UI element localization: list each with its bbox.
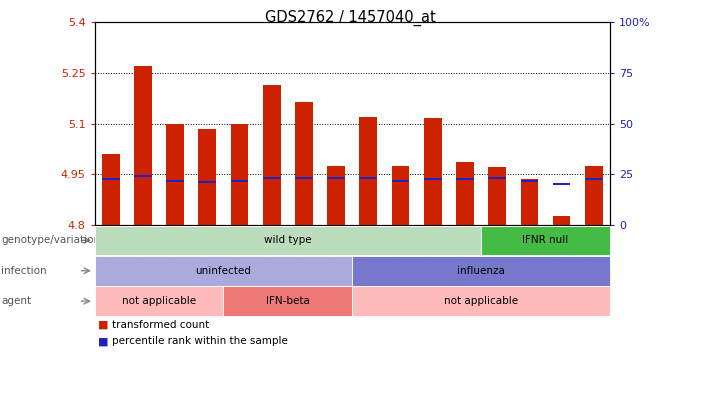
- Bar: [102, 178, 120, 180]
- Bar: [521, 180, 538, 182]
- Bar: [231, 124, 248, 225]
- Text: percentile rank within the sample: percentile rank within the sample: [112, 336, 288, 346]
- Text: ■: ■: [98, 320, 109, 330]
- Bar: [327, 177, 345, 179]
- Text: wild type: wild type: [264, 235, 312, 245]
- Bar: [134, 175, 152, 177]
- Text: agent: agent: [1, 296, 32, 306]
- Text: IFN-beta: IFN-beta: [266, 296, 310, 306]
- Bar: [585, 166, 603, 225]
- Bar: [392, 180, 409, 182]
- Bar: [424, 178, 442, 180]
- Bar: [166, 124, 184, 225]
- Bar: [360, 117, 377, 225]
- Bar: [263, 177, 280, 179]
- Text: ■: ■: [98, 336, 109, 346]
- Bar: [102, 154, 120, 225]
- Bar: [327, 166, 345, 225]
- Bar: [392, 166, 409, 225]
- Bar: [263, 85, 280, 225]
- Bar: [198, 181, 216, 183]
- Bar: [552, 183, 571, 185]
- Text: not applicable: not applicable: [122, 296, 196, 306]
- Bar: [489, 167, 506, 225]
- Bar: [456, 178, 474, 180]
- Text: transformed count: transformed count: [112, 320, 210, 330]
- Bar: [424, 119, 442, 225]
- Bar: [134, 66, 152, 225]
- Text: GDS2762 / 1457040_at: GDS2762 / 1457040_at: [265, 10, 436, 26]
- Bar: [456, 162, 474, 225]
- Bar: [585, 178, 603, 180]
- Text: uninfected: uninfected: [196, 266, 252, 276]
- Text: IFNR null: IFNR null: [522, 235, 569, 245]
- Bar: [521, 179, 538, 225]
- Text: influenza: influenza: [457, 266, 505, 276]
- Bar: [552, 216, 571, 225]
- Bar: [231, 180, 248, 182]
- Bar: [295, 177, 313, 179]
- Bar: [295, 102, 313, 225]
- Text: infection: infection: [1, 266, 47, 276]
- Bar: [489, 177, 506, 179]
- Text: not applicable: not applicable: [444, 296, 518, 306]
- Bar: [198, 129, 216, 225]
- Bar: [166, 180, 184, 182]
- Text: genotype/variation: genotype/variation: [1, 235, 100, 245]
- Bar: [360, 177, 377, 179]
